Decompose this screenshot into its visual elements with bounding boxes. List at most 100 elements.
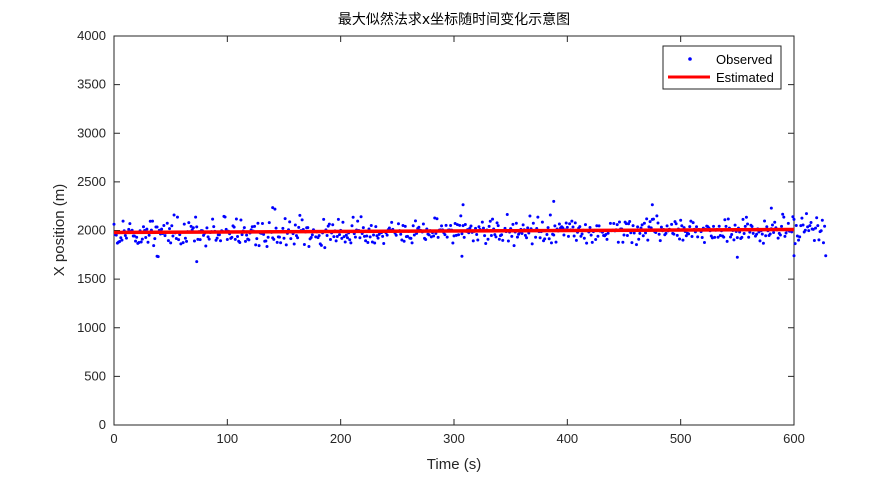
observed-point: [141, 225, 145, 229]
observed-point: [191, 226, 195, 230]
observed-point: [148, 219, 152, 223]
observed-point: [345, 236, 349, 240]
observed-point: [553, 224, 557, 228]
observed-point: [798, 235, 802, 239]
observed-point: [628, 219, 632, 223]
observed-point: [792, 254, 796, 258]
observed-point: [557, 222, 561, 226]
observed-point: [712, 224, 716, 228]
observed-point: [526, 226, 530, 230]
observed-point: [730, 232, 734, 236]
observed-point: [140, 237, 144, 241]
observed-point: [182, 222, 186, 226]
y-axis: 0 500 1000 1500 2000 2500 3000 3500 4000: [77, 28, 794, 432]
observed-point: [627, 222, 631, 226]
observed-point: [617, 220, 621, 224]
observed-point: [207, 237, 211, 241]
observed-point: [134, 239, 138, 243]
observed-point: [538, 236, 542, 240]
observed-point: [277, 235, 281, 239]
observed-point: [534, 235, 538, 239]
observed-point: [424, 237, 428, 241]
observed-point: [717, 224, 721, 228]
observed-point: [791, 215, 795, 219]
observed-point: [331, 223, 335, 227]
y-tick-label: 1500: [77, 271, 106, 286]
observed-point: [804, 212, 808, 216]
observed-point: [349, 241, 353, 245]
observed-point: [120, 238, 124, 242]
observed-point: [375, 234, 379, 238]
observed-point: [436, 235, 440, 239]
observed-point: [758, 239, 762, 243]
observed-point: [786, 221, 790, 225]
observed-point: [350, 224, 354, 228]
observed-point: [284, 243, 288, 247]
observed-point: [658, 239, 662, 243]
observed-point: [358, 236, 362, 240]
observed-point: [716, 235, 720, 239]
observed-point: [675, 233, 679, 237]
observed-point: [338, 233, 342, 237]
observed-point: [655, 214, 659, 218]
observed-point: [323, 246, 327, 250]
chart-title: 最大似然法求x坐标随时间变化示意图: [338, 11, 570, 28]
observed-point: [432, 234, 436, 238]
observed-point: [160, 227, 164, 231]
observed-point: [484, 242, 488, 246]
observed-point: [328, 237, 332, 241]
observed-point: [616, 240, 620, 244]
observed-point: [179, 242, 183, 246]
observed-point: [273, 207, 277, 211]
observed-point: [488, 219, 492, 223]
observed-point: [369, 223, 373, 227]
observed-point: [528, 214, 532, 218]
observed-point: [680, 224, 684, 228]
observed-point: [353, 235, 357, 239]
observed-point: [279, 241, 283, 245]
observed-point: [638, 231, 642, 235]
observed-point: [139, 240, 143, 244]
observed-point: [242, 226, 246, 230]
observed-point: [296, 236, 300, 240]
observed-point: [566, 234, 570, 238]
observed-point: [403, 224, 407, 228]
observed-point: [351, 215, 355, 219]
observed-point: [763, 219, 767, 223]
observed-point: [265, 244, 269, 248]
observed-point: [459, 214, 463, 218]
observed-point: [511, 222, 515, 226]
observed-point: [238, 241, 242, 245]
observed-point: [612, 221, 616, 225]
observed-point: [348, 238, 352, 242]
observed-point: [674, 222, 678, 226]
y-axis-label: X position (m): [51, 184, 68, 277]
observed-point: [582, 236, 586, 240]
observed-point: [175, 215, 179, 219]
observed-point: [783, 234, 787, 238]
observed-point: [427, 233, 431, 237]
observed-point: [494, 235, 498, 239]
observed-point: [406, 234, 410, 238]
observed-point: [525, 236, 529, 240]
observed-point: [760, 232, 764, 236]
observed-point: [480, 220, 484, 224]
observed-point: [724, 224, 728, 228]
observed-point: [215, 236, 219, 240]
observed-point: [192, 239, 196, 243]
observed-point: [505, 212, 509, 216]
observed-point: [401, 224, 405, 228]
observed-point: [189, 224, 193, 228]
observed-point: [590, 240, 594, 244]
observed-point: [723, 218, 727, 222]
observed-point: [334, 239, 338, 243]
observed-point: [165, 221, 169, 225]
observed-point: [460, 232, 464, 236]
observed-point: [272, 237, 276, 241]
observed-point: [327, 222, 331, 226]
observed-point: [146, 240, 150, 244]
observed-point: [769, 206, 773, 210]
observed-point: [497, 237, 501, 241]
observed-point: [135, 235, 139, 239]
observed-point: [634, 243, 638, 247]
